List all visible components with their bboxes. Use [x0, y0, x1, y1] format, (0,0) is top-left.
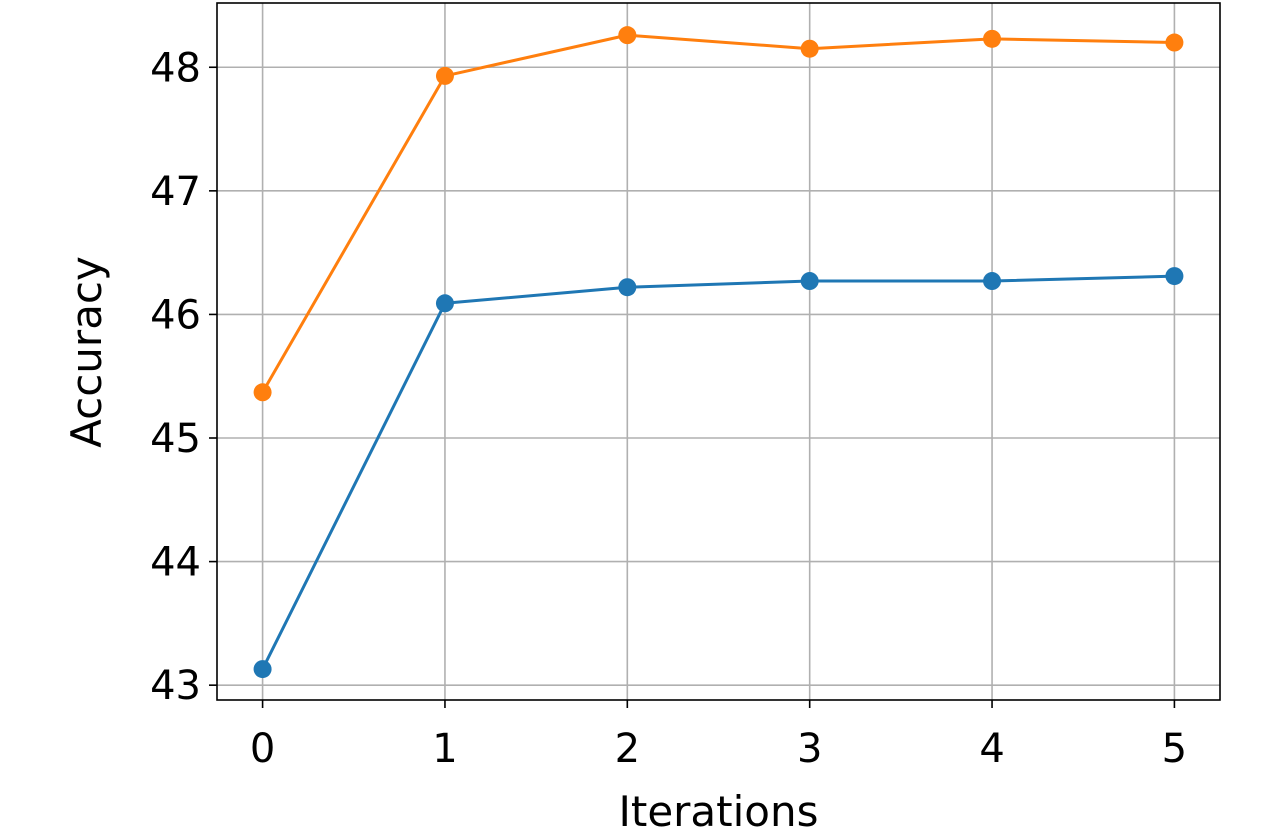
x-axis-label: Iterations	[618, 787, 818, 830]
data-point	[253, 660, 272, 679]
x-tick-label: 5	[1162, 726, 1187, 772]
grid	[217, 3, 1220, 700]
x-tick-label: 2	[615, 726, 640, 772]
y-tick-label: 47	[150, 169, 201, 215]
x-tick-label: 0	[250, 726, 275, 772]
data-point	[435, 294, 454, 313]
data-point	[618, 278, 637, 297]
y-tick-label: 44	[150, 540, 201, 586]
y-tick-label: 48	[150, 45, 201, 91]
data-point	[253, 383, 272, 402]
data-point	[800, 272, 819, 291]
y-tick-label: 46	[150, 292, 201, 338]
data-point	[983, 29, 1002, 48]
series-1	[253, 26, 1184, 402]
x-tick-label: 4	[979, 726, 1004, 772]
data-point	[618, 26, 637, 45]
series-0	[253, 267, 1184, 679]
x-tick-label: 1	[432, 726, 457, 772]
series-line	[261, 274, 1175, 670]
data-point	[800, 39, 819, 58]
series-layer	[253, 26, 1184, 679]
y-tick-label: 43	[150, 663, 201, 709]
x-tick-label: 3	[797, 726, 822, 772]
data-point	[1165, 33, 1184, 52]
data-point	[435, 66, 454, 85]
plot-frame	[216, 2, 1221, 701]
data-point	[1165, 267, 1184, 286]
y-axis-label: Accuracy	[62, 256, 111, 448]
y-tick-label: 45	[150, 416, 201, 462]
data-point	[983, 272, 1002, 291]
series-line	[261, 33, 1175, 394]
